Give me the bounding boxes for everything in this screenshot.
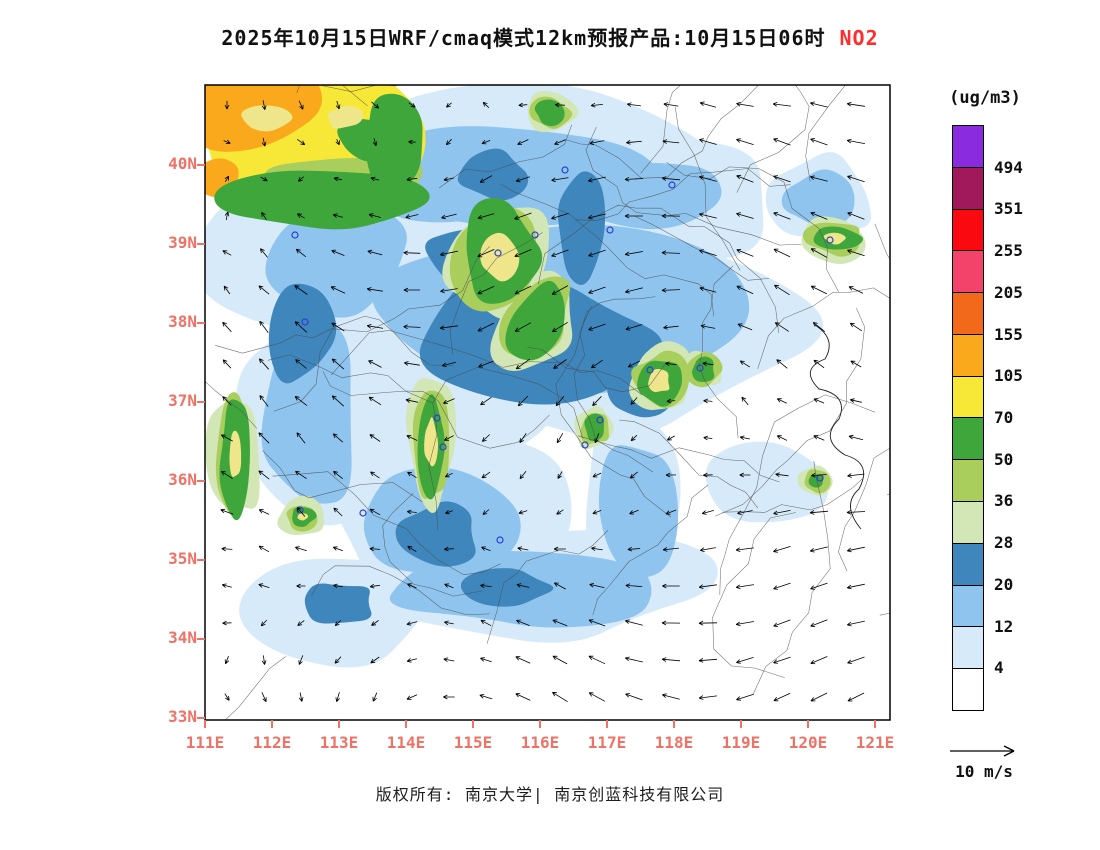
lon-label: 116E <box>520 733 560 752</box>
colorbar-tick-label: 351 <box>994 199 1023 219</box>
title-species: NO2 <box>839 26 879 50</box>
lon-label: 119E <box>721 733 761 752</box>
title-text: 2025年10月15日WRF/cmaq模式12km预报产品:10月15日06时 <box>221 26 826 50</box>
lon-label: 114E <box>386 733 426 752</box>
wind-reference-arrow-icon <box>950 745 1015 757</box>
lon-label: 120E <box>788 733 828 752</box>
lon-label: 117E <box>587 733 627 752</box>
colorbar-band <box>953 418 983 461</box>
lon-label: 111E <box>185 733 225 752</box>
colorbar-band <box>953 543 983 586</box>
lon-label: 112E <box>252 733 292 752</box>
lon-label: 121E <box>855 733 895 752</box>
lat-label: 37N <box>168 391 197 410</box>
colorbar-tick-label: 70 <box>994 408 1014 427</box>
lat-label: 35N <box>168 549 197 568</box>
lat-label: 36N <box>168 470 197 489</box>
colorbar-band <box>953 293 983 335</box>
colorbar-tick-label: 20 <box>994 574 1014 594</box>
colorbar-tick-label: 255 <box>994 241 1023 261</box>
map-canvas <box>197 84 891 728</box>
lat-label: 33N <box>168 707 197 726</box>
colorbar-band <box>953 585 983 628</box>
colorbar-tick-label: 205 <box>994 282 1023 302</box>
lat-label: 38N <box>168 312 197 331</box>
lon-label: 118E <box>654 733 694 752</box>
colorbar-band <box>953 126 983 168</box>
legend-unit-label: (ug/m3) <box>949 88 1021 108</box>
colorbar-band <box>953 167 983 210</box>
colorbar-tick-label: 105 <box>994 366 1023 386</box>
colorbar-band <box>953 376 983 419</box>
colorbar-tick-label: 28 <box>994 533 1014 553</box>
colorbar-band <box>953 460 983 503</box>
lon-label: 115E <box>453 733 493 752</box>
colorbar-tick-label: 12 <box>994 616 1014 636</box>
lon-label: 113E <box>319 733 359 752</box>
colorbar-band <box>953 251 983 294</box>
colorbar-tick-label: 4 <box>994 658 1004 678</box>
wind-reference: 10 m/s <box>948 742 1028 781</box>
colorbar-tick-label: 494 <box>994 157 1023 177</box>
colorbar-band <box>953 627 983 670</box>
colorbar-band <box>953 669 983 710</box>
colorbar-tick-label: 36 <box>994 491 1014 511</box>
colorbar-band <box>953 209 983 252</box>
copyright-footer: 版权所有: 南京大学| 南京创蓝科技有限公司 <box>375 785 725 804</box>
colorbar-tick-label: 155 <box>994 324 1023 344</box>
colorbar-band <box>953 334 983 377</box>
colorbar-band <box>953 502 983 544</box>
lat-label: 40N <box>168 154 197 173</box>
page-title: 2025年10月15日WRF/cmaq模式12km预报产品:10月15日06时 N… <box>0 22 1100 51</box>
colorbar <box>952 125 984 711</box>
forecast-map <box>195 75 900 730</box>
lat-label: 39N <box>168 233 197 252</box>
wind-reference-label: 10 m/s <box>955 762 1013 781</box>
lat-label: 34N <box>168 628 197 647</box>
colorbar-tick-label: 50 <box>994 449 1014 469</box>
